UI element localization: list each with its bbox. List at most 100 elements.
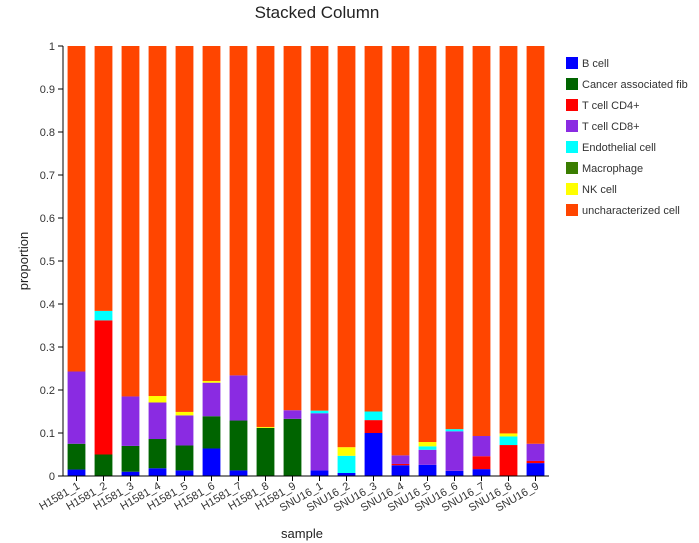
y-tick-label: 0.2 [40, 385, 55, 397]
bar-segment [364, 411, 383, 421]
chart-title: Stacked Column [255, 3, 380, 22]
bar-segment [499, 433, 518, 437]
bar-segment [175, 445, 194, 471]
bar-segment [175, 411, 194, 416]
bar-segment [337, 472, 356, 476]
bar-segment [94, 320, 113, 455]
legend-label: uncharacterized cell [582, 205, 680, 217]
bar-segment [391, 455, 410, 464]
bar-segment [418, 464, 437, 476]
bar-segment [283, 410, 302, 419]
y-tick-label: 0.8 [40, 127, 55, 139]
legend-item: Endothelial cell [566, 141, 656, 154]
bar-segment [337, 455, 356, 473]
bar-segment [229, 46, 248, 376]
y-axis-label: proportion [16, 232, 31, 291]
bar-segment [67, 469, 86, 476]
bar-segment [202, 382, 221, 417]
bar-segment [283, 418, 302, 476]
bar-segment [499, 46, 518, 434]
legend-swatch [566, 183, 578, 195]
legend-swatch [566, 57, 578, 69]
bar-segment [121, 471, 140, 476]
bar-stacks [67, 46, 545, 476]
bar-segment [364, 420, 383, 433]
bar-stack-H1581_7 [229, 46, 248, 476]
bar-segment [175, 415, 194, 446]
bar-stack-H1581_8 [256, 46, 275, 476]
bar-stack-H1581_3 [121, 46, 140, 476]
legend-label: Endothelial cell [582, 142, 656, 154]
bar-segment [121, 46, 140, 397]
bar-stack-H1581_1 [67, 46, 86, 476]
bar-segment [121, 396, 140, 446]
bar-segment [445, 429, 464, 432]
bar-segment [391, 465, 410, 476]
legend-swatch [566, 204, 578, 216]
bar-stack-SNU16_9 [526, 46, 545, 476]
legend-swatch [566, 141, 578, 153]
bar-segment [499, 445, 518, 476]
bar-segment [445, 470, 464, 476]
bar-segment [364, 46, 383, 412]
legend-item: B cell [566, 57, 609, 70]
bar-stack-SNU16_8 [499, 46, 518, 476]
y-tick-label: 0.4 [40, 299, 55, 311]
bar-segment [526, 463, 545, 476]
legend-label: NK cell [582, 184, 617, 196]
bar-stack-H1581_5 [175, 46, 194, 476]
bar-segment [94, 310, 113, 321]
legend-label: B cell [582, 58, 609, 70]
bar-segment [94, 46, 113, 311]
bar-segment [148, 396, 167, 403]
bar-segment [148, 46, 167, 397]
bar-segment [148, 402, 167, 440]
legend-swatch [566, 78, 578, 90]
legend-item: NK cell [566, 183, 617, 196]
bar-segment [256, 426, 275, 428]
bar-stack-SNU16_3 [364, 46, 383, 476]
bar-segment [310, 410, 329, 414]
bar-segment [175, 470, 194, 476]
bar-segment [310, 46, 329, 411]
bar-segment [391, 46, 410, 456]
bar-segment [418, 46, 437, 443]
legend-item: uncharacterized cell [566, 204, 680, 217]
bar-stack-SNU16_4 [391, 46, 410, 476]
bar-segment [67, 46, 86, 372]
bar-segment [256, 427, 275, 476]
bar-stack-SNU16_2 [337, 46, 356, 476]
legend-label: T cell CD4+ [582, 100, 640, 112]
bar-segment [310, 413, 329, 471]
legend-label: T cell CD8+ [582, 121, 640, 133]
bar-segment [202, 380, 221, 383]
bar-segment [202, 448, 221, 476]
bar-segment [526, 46, 545, 444]
legend-item: T cell CD8+ [566, 120, 640, 133]
legend-item: Cancer associated fib [566, 78, 688, 91]
bar-segment [526, 460, 545, 464]
x-axis: H1581_1H1581_2H1581_3H1581_4H1581_5H1581… [37, 475, 549, 514]
bar-segment [364, 433, 383, 476]
bar-segment [67, 443, 86, 470]
bar-segment [391, 463, 410, 466]
y-tick-label: 0.6 [40, 213, 55, 225]
bar-segment [175, 46, 194, 412]
bar-stack-SNU16_7 [472, 46, 491, 476]
bar-segment [229, 420, 248, 471]
bar-segment [526, 443, 545, 461]
bar-segment [418, 449, 437, 465]
legend-label: Cancer associated fib [582, 79, 688, 91]
bar-segment [337, 46, 356, 448]
bar-segment [67, 371, 86, 444]
legend: B cell Cancer associated fib T cell CD4+ T … [566, 57, 688, 217]
legend-item: Macrophage [566, 162, 643, 175]
bar-stack-H1581_9 [283, 46, 302, 476]
bar-segment [418, 442, 437, 447]
bar-segment [310, 470, 329, 476]
bar-segment [472, 469, 491, 476]
y-tick-label: 0 [49, 471, 55, 483]
bar-segment [94, 454, 113, 476]
bar-stack-SNU16_5 [418, 46, 437, 476]
